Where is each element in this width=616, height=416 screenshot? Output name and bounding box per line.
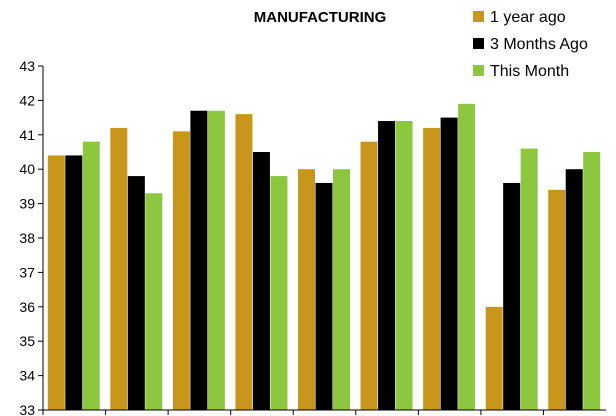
bar-3-months-ago <box>503 182 521 410</box>
bar-3-months-ago <box>565 169 583 410</box>
y-tick-label: 34 <box>19 368 35 384</box>
legend: 1 year ago 3 Months Ago This Month <box>473 9 588 80</box>
y-tick-label: 42 <box>19 92 35 108</box>
bar-3-months-ago <box>190 110 208 410</box>
bar-1-year-ago <box>47 155 65 410</box>
chart-title: MANUFACTURING <box>254 9 387 26</box>
bar-this-month <box>458 103 476 410</box>
y-tick-label: 37 <box>19 264 35 280</box>
legend-label: 3 Months Ago <box>490 36 588 53</box>
y-tick-label: 35 <box>19 333 35 349</box>
bar-3-months-ago <box>315 182 333 410</box>
bar-3-months-ago <box>65 155 83 410</box>
legend-swatch <box>473 11 484 22</box>
y-tick-label: 36 <box>19 299 35 315</box>
bar-this-month <box>520 148 538 410</box>
bar-this-month <box>82 141 100 410</box>
bar-3-months-ago <box>127 176 145 410</box>
bar-this-month <box>333 169 350 410</box>
y-tick-label: 38 <box>19 230 35 246</box>
bar-this-month <box>207 110 225 410</box>
legend-label: This Month <box>490 63 569 80</box>
bar-3-months-ago <box>252 152 270 410</box>
y-tick-label: 41 <box>19 127 35 143</box>
bar-3-months-ago <box>378 121 396 410</box>
bars <box>47 103 601 411</box>
bar-this-month <box>583 152 601 410</box>
y-tick-label: 43 <box>19 58 35 74</box>
y-axis: 33 34 35 36 37 38 39 40 41 42 43 <box>19 58 44 416</box>
y-tick-label: 33 <box>19 402 35 416</box>
bar-1-year-ago <box>110 127 128 411</box>
bar-this-month <box>395 121 413 410</box>
bar-1-year-ago <box>235 114 253 410</box>
y-tick-label: 39 <box>19 196 35 212</box>
x-axis <box>42 409 606 415</box>
bar-1-year-ago <box>423 127 441 411</box>
bar-3-months-ago <box>440 117 458 410</box>
bar-1-year-ago <box>360 141 378 410</box>
legend-label: 1 year ago <box>490 9 566 26</box>
bar-this-month <box>145 193 163 410</box>
y-tick-label: 40 <box>19 161 35 177</box>
legend-swatch <box>473 65 484 76</box>
bar-this-month <box>270 176 288 410</box>
bar-1-year-ago <box>172 131 190 411</box>
bar-1-year-ago <box>298 169 315 410</box>
bar-1-year-ago <box>485 306 503 410</box>
legend-swatch <box>473 38 484 49</box>
bar-1-year-ago <box>548 189 566 410</box>
